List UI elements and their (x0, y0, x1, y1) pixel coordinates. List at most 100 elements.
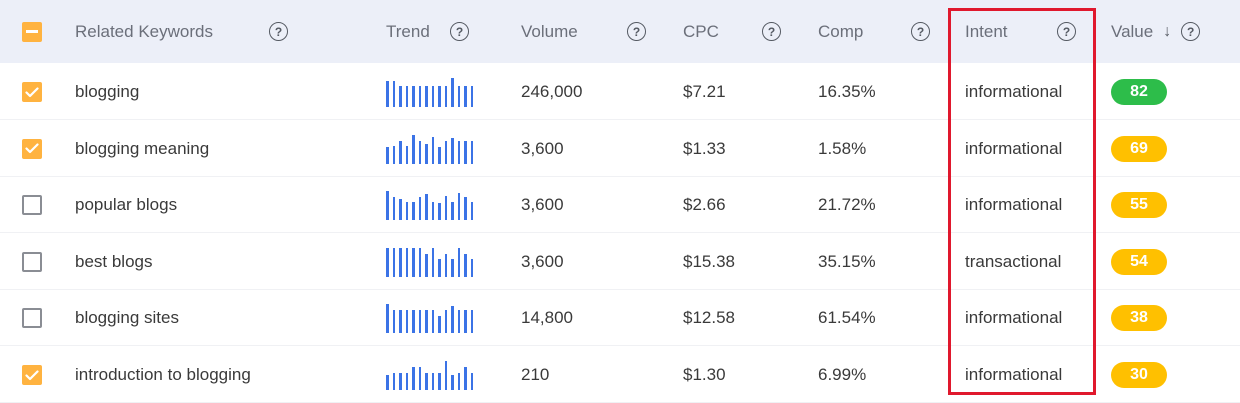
row-divider (0, 232, 1240, 234)
trend-bar (464, 197, 467, 221)
cpc-text: $12.58 (683, 308, 735, 328)
trend-bar (405, 145, 408, 164)
volume-text-cell: 3,600 (521, 121, 564, 177)
help-icon[interactable]: ? (627, 22, 646, 41)
volume-text: 246,000 (521, 82, 583, 101)
cpc-text: $1.30 (683, 365, 726, 384)
trend-bar (418, 310, 421, 334)
header-intent-help[interactable]: ? (1057, 0, 1076, 63)
value-badge: 69 (1111, 135, 1167, 162)
table-row[interactable]: introduction to blogging 210 $1.30 6.99% inf… (0, 347, 1240, 403)
header-comp[interactable]: Comp (818, 0, 863, 63)
header-value-label: Value (1111, 21, 1154, 41)
volume-text-cell: 246,000 (521, 64, 582, 120)
value-badge: 82 (1111, 79, 1167, 105)
table-row[interactable]: blogging sites 14,800 $12.58 61.54% informat… (0, 290, 1240, 347)
table-row[interactable]: popular blogs 3,600 $2.66 21.72% information… (0, 177, 1240, 234)
cpc-text-cell: $2.66 (683, 177, 726, 233)
trend-bar (399, 140, 402, 164)
header-comp-label: Comp (818, 21, 864, 41)
volume-text-cell: 3,600 (521, 234, 564, 290)
table-row[interactable]: blogging 246,000 $7.21 16.35% informational 8… (0, 64, 1240, 120)
trend-bar (431, 202, 434, 221)
trend-bar (392, 373, 395, 390)
trend-cell (386, 64, 473, 120)
trend-bar (386, 191, 389, 221)
keyword-text-cell: blogging sites (75, 290, 179, 346)
value-badge: 30 (1111, 362, 1167, 388)
row-checkbox[interactable] (22, 365, 42, 385)
trend-bar (438, 146, 441, 164)
keyword-text[interactable]: best blogs (75, 251, 153, 271)
trend-cell (386, 290, 473, 346)
row-checkbox[interactable] (22, 138, 42, 159)
table-row[interactable]: best blogs 3,600 $15.38 35.15% transactional… (0, 234, 1240, 290)
table-header: Related Keywords ? Trend ? Volume ? CPC … (0, 0, 1240, 63)
comp-text: 1.58% (818, 138, 867, 158)
keyword-text[interactable]: blogging meaning (75, 138, 210, 158)
comp-text: 21.72% (818, 195, 876, 215)
keyword-text[interactable]: introduction to blogging (75, 365, 251, 384)
volume-text: 210 (521, 365, 550, 384)
sort-down-icon[interactable]: ↓ (1163, 22, 1172, 40)
trend-cell (386, 234, 473, 290)
volume-text-cell: 14,800 (521, 290, 573, 346)
trend-bar (425, 194, 428, 221)
intent-text-cell: informational (965, 347, 1062, 403)
row-select-cell (22, 234, 42, 290)
trend-bar (418, 197, 421, 221)
volume-text: 3,600 (521, 251, 564, 271)
header-volume-help[interactable]: ? (627, 0, 646, 63)
table-row[interactable]: blogging meaning 3,600 $1.33 1.58% informati… (0, 121, 1240, 177)
trend-bar (425, 253, 428, 277)
header-volume-label: Volume (521, 21, 578, 41)
help-icon[interactable]: ? (269, 22, 288, 41)
header-trend-help[interactable]: ? (450, 0, 469, 63)
keyword-text[interactable]: popular blogs (75, 195, 178, 215)
trend-bar (425, 310, 428, 334)
help-icon[interactable]: ? (911, 22, 930, 41)
select-all-cell (22, 0, 42, 63)
header-cpc[interactable]: CPC (683, 0, 719, 63)
header-cpc-help[interactable]: ? (762, 0, 781, 63)
header-volume[interactable]: Volume (521, 0, 578, 63)
volume-text: 3,600 (521, 138, 564, 158)
header-value[interactable]: Value ↓ ? (1111, 0, 1201, 63)
trend-sparkline (386, 77, 473, 107)
trend-bar (386, 146, 389, 164)
header-trend-label: Trend (386, 21, 430, 41)
intent-text: informational (965, 365, 1063, 384)
help-icon[interactable]: ? (762, 22, 781, 41)
trend-bar (399, 310, 402, 334)
header-comp-help[interactable]: ? (911, 0, 930, 63)
keyword-text[interactable]: blogging (75, 82, 140, 101)
keyword-text[interactable]: blogging sites (75, 308, 179, 328)
row-checkbox[interactable] (22, 82, 42, 102)
header-keyword[interactable]: Related Keywords (75, 0, 213, 63)
trend-sparkline (386, 247, 473, 277)
trend-bar (431, 136, 434, 164)
row-checkbox[interactable] (22, 195, 42, 216)
select-all-checkbox[interactable] (22, 21, 42, 42)
intent-text: informational (965, 82, 1063, 101)
cpc-text: $2.66 (683, 195, 726, 215)
intent-text-cell: informational (965, 177, 1062, 233)
row-checkbox[interactable] (22, 308, 42, 329)
trend-bar (451, 137, 454, 164)
header-intent[interactable]: Intent (965, 0, 1008, 63)
help-icon[interactable]: ? (1181, 22, 1201, 41)
trend-bar (438, 203, 441, 221)
help-icon[interactable]: ? (1057, 22, 1076, 41)
trend-bar (405, 310, 408, 334)
trend-bar (470, 202, 473, 221)
trend-bar (470, 373, 473, 390)
trend-bar (412, 247, 415, 277)
header-trend[interactable]: Trend (386, 0, 430, 63)
row-checkbox[interactable] (22, 251, 42, 272)
header-keyword-help[interactable]: ? (269, 0, 288, 63)
trend-bar (386, 304, 389, 334)
trend-bar (425, 143, 428, 164)
comp-text: 35.15% (818, 251, 876, 271)
trend-bar (405, 86, 408, 107)
help-icon[interactable]: ? (450, 22, 469, 41)
